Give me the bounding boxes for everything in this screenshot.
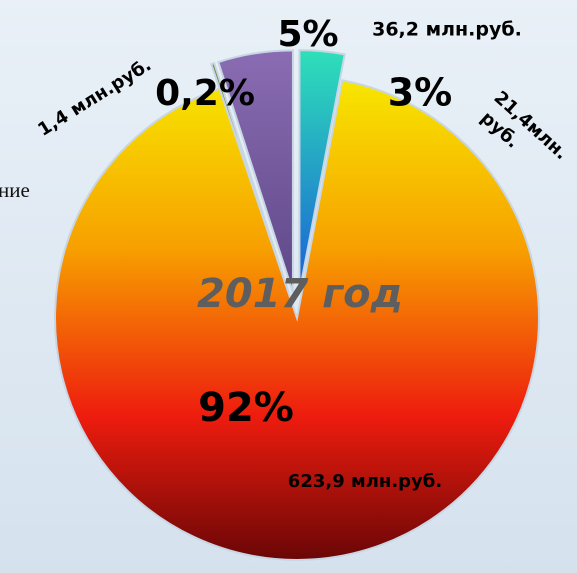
amount-label: 36,2 млн.руб. bbox=[372, 19, 522, 41]
pie bbox=[54, 49, 540, 561]
value-label: 0,2% bbox=[155, 73, 255, 114]
value-label: 3% bbox=[388, 71, 453, 115]
side-text: ние bbox=[0, 178, 30, 202]
value-label: 92% bbox=[198, 385, 294, 431]
pie-slice bbox=[217, 49, 294, 293]
value-label: 5% bbox=[277, 14, 338, 55]
pie-slice bbox=[298, 49, 346, 293]
center-label: 2017 год bbox=[197, 271, 403, 317]
amount-label: 623,9 млн.руб. bbox=[288, 471, 442, 492]
pie-slice bbox=[54, 79, 540, 561]
